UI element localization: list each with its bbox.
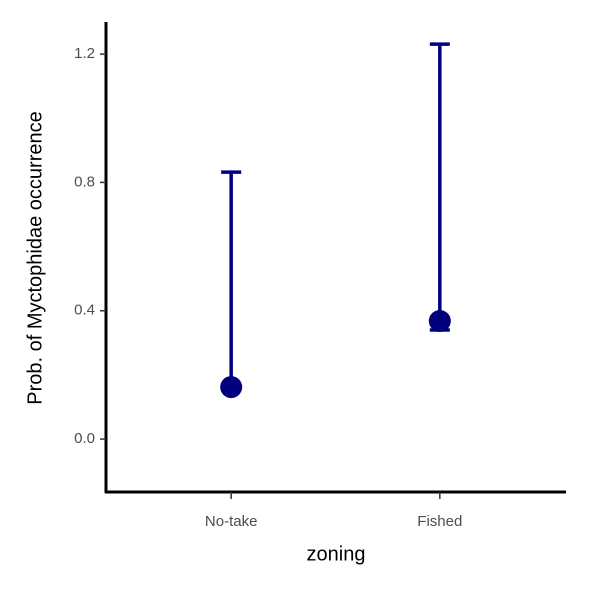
x-axis-title: zoning [307, 543, 366, 565]
x-tick-label: Fished [417, 513, 462, 530]
y-tick-label: 0.4 [74, 302, 95, 319]
error-bar [429, 42, 450, 332]
y-tick-label: 1.2 [74, 45, 95, 62]
y-axis-title: Prob. of Myctophidae occurrence [24, 111, 46, 405]
error-bar [221, 170, 242, 390]
y-tick-label: 0.8 [74, 173, 95, 190]
point [428, 310, 451, 333]
x-tick-label: No-take [205, 513, 258, 530]
point [220, 376, 243, 399]
y-tick-label: 0.0 [74, 430, 95, 447]
